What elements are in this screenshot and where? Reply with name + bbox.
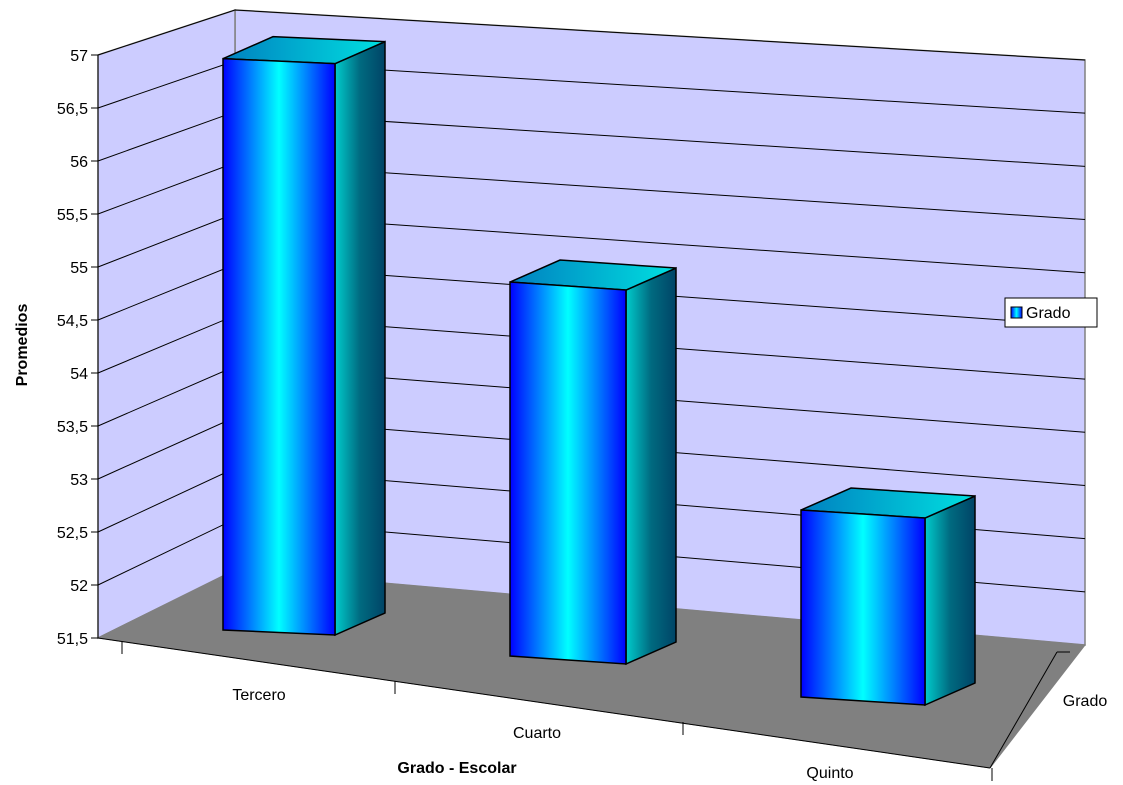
x-tick-label: Quinto (806, 765, 853, 782)
depth-axis-label: Grado (1063, 693, 1108, 710)
y-tick-label: 54 (70, 366, 88, 383)
x-axis-title: Grado - Escolar (397, 760, 516, 777)
bar-front (222, 57, 336, 636)
y-axis-ticks: 51,5 52 52,5 53 53,5 54 54,5 55 55,5 56 56,5 57 (57, 48, 99, 648)
bar-tercero (222, 35, 386, 637)
x-tick-label: Cuarto (513, 725, 561, 742)
bar-side (625, 266, 677, 666)
x-tick-label: Tercero (232, 687, 285, 704)
x-axis-ticks: Tercero Cuarto Quinto (97, 637, 1070, 782)
bar-side (924, 494, 976, 707)
y-tick-label: 54,5 (57, 313, 88, 330)
bar-front (509, 281, 627, 665)
bar-cuarto (509, 259, 677, 666)
y-tick-label: 55 (70, 260, 88, 277)
x-axis-line (97, 637, 991, 769)
y-tick-label: 53 (70, 472, 88, 489)
y-tick-label: 52,5 (57, 525, 88, 542)
y-tick-label: 52 (70, 578, 88, 595)
legend-label: Grado (1026, 305, 1071, 322)
legend-swatch (1010, 306, 1023, 319)
bars (222, 35, 976, 707)
bar-side (334, 40, 386, 637)
y-tick-label: 55,5 (57, 207, 88, 224)
y-tick-label: 51,5 (57, 631, 88, 648)
gridline (97, 9, 1086, 61)
bar-quinto (800, 487, 976, 707)
y-tick-label: 53,5 (57, 419, 88, 436)
y-axis-title: Promedios (14, 304, 31, 387)
depth-axis-line (989, 651, 1058, 769)
y-tick-label: 57 (70, 48, 88, 65)
legend: Grado (1004, 297, 1098, 328)
y-tick-label: 56,5 (57, 101, 88, 118)
bar-front (800, 509, 926, 706)
y-tick-label: 56 (70, 154, 88, 171)
